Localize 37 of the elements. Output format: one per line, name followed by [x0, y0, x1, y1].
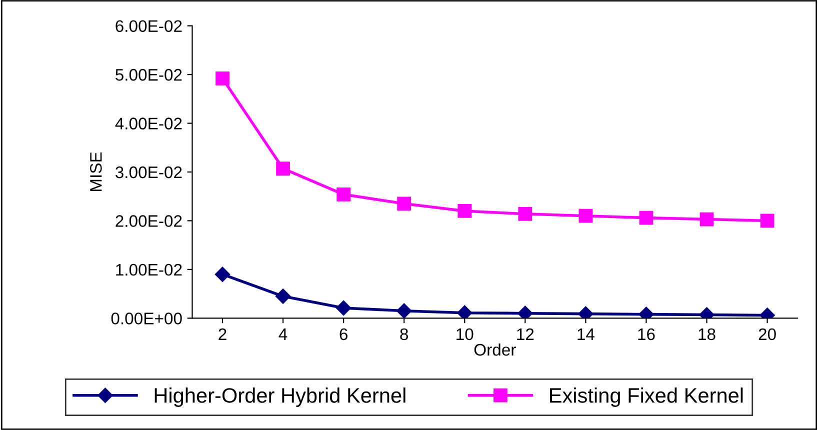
legend-label: Existing Fixed Kernel [550, 388, 743, 407]
x-tick-label: 4 [278, 328, 288, 340]
point [518, 206, 532, 221]
x-tick-label: 20 [758, 328, 776, 340]
point [214, 266, 230, 282]
x-tick-label: 12 [517, 328, 534, 340]
point [216, 71, 230, 86]
x-axis-title: Order [474, 343, 516, 356]
x-tick-label: 14 [578, 328, 594, 340]
y-tick-label: 0.00E+00 [111, 312, 182, 324]
point [396, 303, 412, 318]
point [760, 214, 774, 228]
point [458, 204, 472, 218]
point [275, 288, 291, 304]
y-tick-label: 1.00E-02 [116, 264, 182, 276]
point [700, 212, 714, 226]
point [639, 210, 654, 225]
point [578, 208, 593, 223]
y-tick-label: 4.00E-02 [115, 118, 182, 130]
x-tick-label: 10 [456, 328, 474, 340]
x-tick-label: 2 [218, 328, 226, 340]
y-tick-label: 3.00E-02 [116, 166, 182, 178]
y-axis-title: MISE [90, 152, 102, 192]
x-tick-label: 16 [638, 328, 655, 340]
point [397, 196, 412, 211]
point [518, 306, 533, 318]
point [276, 162, 290, 176]
x-tick-label: 18 [698, 328, 716, 340]
y-tick-label: 2.00E-02 [116, 215, 182, 227]
x-tick-label: 6 [340, 328, 348, 340]
point [457, 305, 472, 318]
y-tick-label: 5.00E-02 [116, 68, 182, 81]
x-tick-label: 8 [400, 328, 408, 340]
y-tick-label: 6.00E-02 [116, 20, 182, 32]
point [336, 187, 351, 202]
legend-label: Higher-Order Hybrid Kernel [154, 388, 406, 407]
point [336, 300, 352, 316]
